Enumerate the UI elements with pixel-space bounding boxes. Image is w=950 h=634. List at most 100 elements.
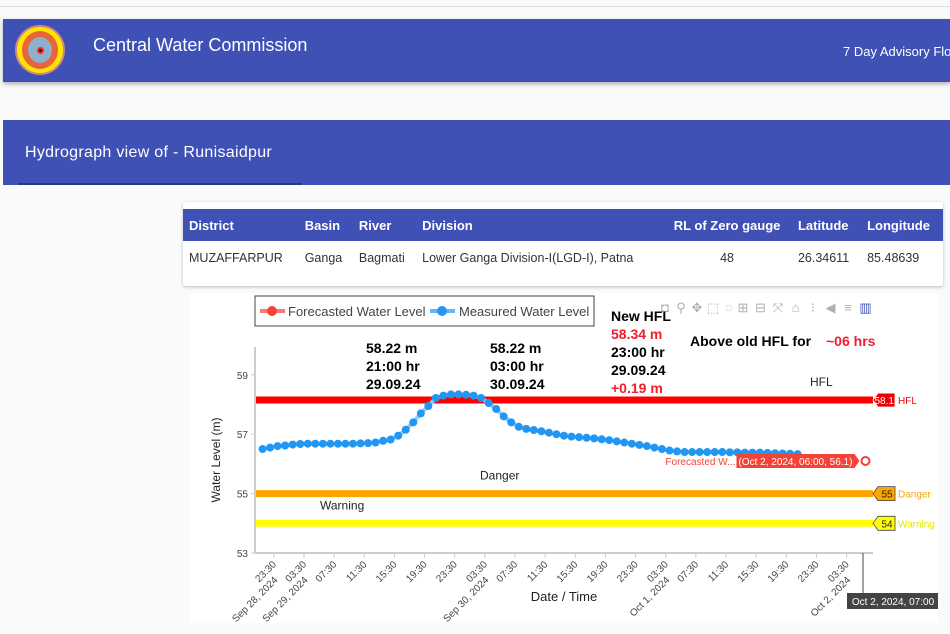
measured-point [499, 412, 508, 421]
measured-point [348, 439, 357, 448]
autoscale-icon[interactable]: ⤧ [773, 300, 784, 315]
measured-point [386, 435, 395, 444]
camera-icon[interactable]: ◘ [661, 300, 669, 315]
x-axis-title: Date / Time [531, 589, 597, 604]
measured-point [544, 428, 553, 437]
latitude-cell: 26.34611 [797, 251, 850, 265]
forecast-hover-name: Forecasted W... [665, 457, 735, 468]
measured-point [446, 390, 455, 399]
app-bar: Central Water Commission 7 Day Advisory … [3, 19, 950, 82]
right-peak-level: 58.22 m [490, 340, 541, 356]
legend-measured-marker [437, 306, 447, 316]
ref-line-title-hfl: HFL [810, 375, 833, 389]
division-cell: Lower Ganga Division-I(LGD-I), Patna [422, 251, 634, 265]
reset-axes-icon[interactable]: ⌂ [792, 300, 800, 315]
table-header-row: District Basin River Division RL of Zero… [183, 209, 943, 241]
spike-lines-icon[interactable]: ⁝ [811, 300, 815, 315]
measured-point [281, 441, 290, 450]
left-peak-date: 29.09.24 [366, 376, 421, 392]
measured-point [605, 436, 614, 445]
measured-point [657, 445, 666, 454]
box-select-icon[interactable]: ⬚ [707, 300, 719, 315]
x-tick-label: 11:30 [344, 559, 369, 584]
x-hover-box [847, 593, 939, 609]
district-cell: MUZAFFARPUR [189, 251, 283, 265]
new-hfl-title: New HFL [611, 308, 671, 324]
x-tick-label: 11:30 [706, 559, 731, 584]
ref-line-title-danger: Danger [480, 469, 519, 483]
measured-point [597, 435, 606, 444]
basin-cell: Ganga [304, 251, 343, 265]
ref-line-label: HFL [898, 396, 917, 407]
measured-point [612, 437, 621, 446]
forecast-point [860, 455, 871, 466]
ref-line-badge [872, 515, 896, 531]
measured-point [582, 433, 591, 442]
measured-point [642, 442, 651, 451]
x-tick-label: 11:30 [525, 559, 550, 584]
legend-forecast-label[interactable]: Forecasted Water Level [288, 304, 426, 319]
left-peak-time: 21:00 hr [366, 358, 420, 374]
hover-closest-icon[interactable]: ◀ [826, 300, 836, 315]
cwc-logo-icon [15, 25, 65, 75]
measured-point [514, 422, 523, 431]
new-hfl-diff: +0.19 m [611, 380, 663, 396]
x-tick-label: 19:30 [766, 559, 792, 585]
col-district: District [183, 209, 299, 241]
x-tick-label: 07:30 [676, 559, 702, 585]
ref-line-badge [872, 392, 896, 408]
new-hfl-time: 23:00 hr [611, 344, 665, 360]
col-rl-zero-gauge: RL of Zero gauge [662, 209, 792, 241]
ref-line-label: Danger [898, 490, 931, 501]
measured-point [507, 418, 516, 427]
measured-point [627, 439, 636, 448]
measured-point [673, 447, 682, 456]
x-tick-label: 19:30 [404, 559, 430, 585]
measured-point [303, 439, 312, 448]
ref-line-value: 55 [881, 490, 893, 501]
ref-line-value: 58.15 [874, 396, 899, 407]
col-river: River [352, 209, 417, 241]
measured-point [273, 442, 282, 451]
ref-line-title-warning: Warning [320, 498, 364, 512]
measured-point [522, 424, 531, 433]
measured-point [424, 402, 433, 410]
x-tick-label: 15:30 [374, 559, 400, 585]
measured-point [371, 438, 380, 447]
legend-forecast-marker [267, 306, 277, 316]
modebar: ◘ ⚲ ✥ ⬚ ◌ ⊞ ⊟ ⤧ ⌂ ⁝ ◀ ≡ ▥ [661, 300, 872, 315]
measured-point [688, 448, 697, 457]
measured-point [296, 440, 305, 449]
hover-compare-icon[interactable]: ≡ [844, 300, 852, 315]
zoom-in-icon[interactable]: ⊞ [738, 300, 749, 315]
measured-point [454, 390, 463, 399]
ref-line-badge [872, 486, 896, 502]
lasso-icon[interactable]: ◌ [725, 300, 733, 315]
measured-point [477, 393, 486, 402]
right-peak-time: 03:00 hr [490, 358, 544, 374]
zoom-icon[interactable]: ⚲ [676, 300, 686, 315]
station-info-card: District Basin River Division RL of Zero… [183, 202, 943, 286]
zoom-out-icon[interactable]: ⊟ [755, 300, 766, 315]
plotly-logo-icon[interactable]: ▥ [859, 300, 871, 315]
measured-point [492, 404, 501, 413]
y-tick-label: 57 [237, 430, 249, 441]
x-tick-label: 23:30 [434, 559, 460, 585]
above-hfl-label: Above old HFL for [690, 333, 812, 349]
forecast-hover-box [736, 453, 860, 468]
page-title: Hydrograph view of - Runisaidpur [25, 144, 273, 161]
x-tick-label: 07:30 [314, 559, 340, 585]
measured-point [341, 439, 350, 448]
hydrograph-plot[interactable]: ◘ ⚲ ✥ ⬚ ◌ ⊞ ⊟ ⤧ ⌂ ⁝ ◀ ≡ ▥ HFL 58.15 HFL Danger 55 Danger W… [190, 293, 939, 625]
advisory-link[interactable]: 7 Day Advisory Flo [843, 44, 950, 59]
pan-icon[interactable]: ✥ [692, 300, 703, 315]
col-latitude: Latitude [791, 209, 862, 241]
measured-point [431, 393, 440, 402]
measured-point [318, 439, 327, 448]
legend-measured-label[interactable]: Measured Water Level [459, 304, 589, 319]
x-tick-label: 15:30 [736, 559, 762, 585]
x-tick-label: 15:30 [555, 559, 581, 585]
measured-point [409, 418, 418, 427]
measured-point [725, 448, 734, 457]
